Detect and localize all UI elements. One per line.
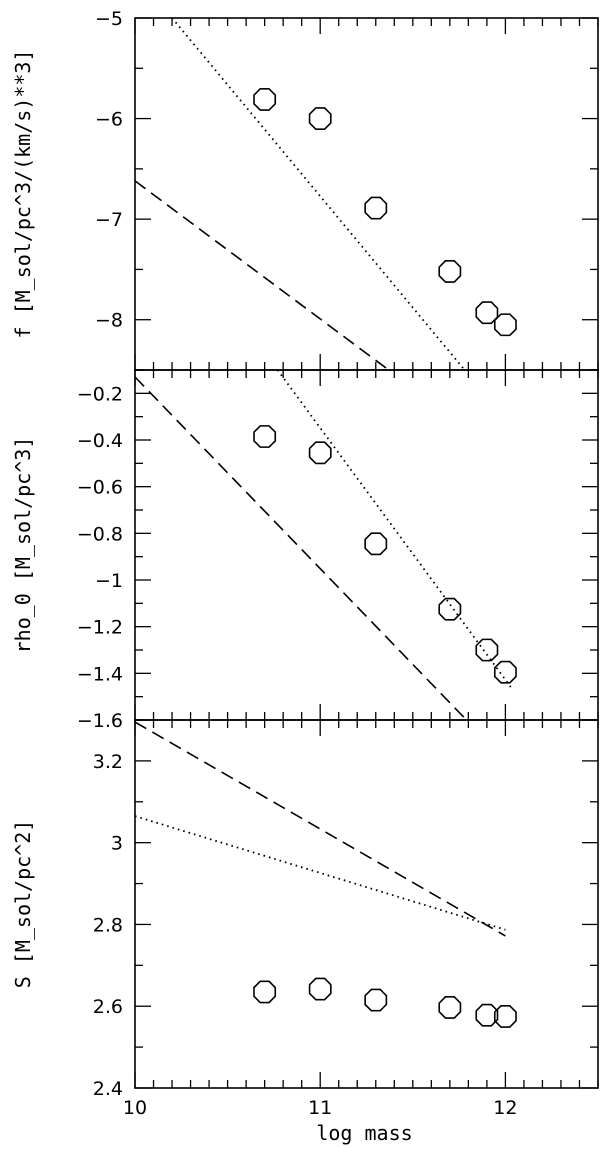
data-point bbox=[438, 260, 462, 283]
panel-1: −5 −6 −7 −8 f [M_sol/pc^3/(km/s)**3] bbox=[11, 8, 599, 371]
y-tick-label: −0.6 bbox=[77, 477, 123, 499]
data-point bbox=[475, 1003, 499, 1027]
dotted-line bbox=[135, 815, 506, 931]
panel-frame bbox=[134, 17, 599, 371]
data-point bbox=[493, 313, 517, 337]
panel-frame bbox=[134, 719, 599, 1089]
y-tick-label: −6 bbox=[95, 109, 123, 131]
x-tick-label: 11 bbox=[308, 1097, 332, 1119]
dotted-line bbox=[276, 370, 512, 688]
data-point bbox=[364, 532, 388, 556]
data-point bbox=[308, 977, 332, 1001]
data-point bbox=[308, 441, 332, 465]
data-point bbox=[364, 196, 388, 220]
y-axis-label: f [M_sol/pc^3/(km/s)**3] bbox=[11, 50, 35, 339]
y-axis-label: rho_0 [M_sol/pc^3] bbox=[11, 437, 35, 654]
panel-frame bbox=[134, 369, 599, 721]
dashed-line bbox=[135, 376, 468, 720]
panel-3: 2.4 2.6 2.8 3 3.2 10 11 12 S [M_sol/pc^2]log mas… bbox=[11, 719, 599, 1145]
y-tick-label: 3.2 bbox=[93, 751, 123, 773]
y-tick-label: −0.8 bbox=[77, 523, 123, 545]
y-tick-label: −1.2 bbox=[77, 617, 123, 639]
data-point bbox=[438, 597, 462, 621]
data-point bbox=[493, 1005, 517, 1028]
y-tick-label: 2.6 bbox=[93, 996, 123, 1018]
dashed-line bbox=[135, 180, 390, 370]
x-tick-label: 10 bbox=[123, 1097, 147, 1119]
data-point bbox=[253, 425, 277, 448]
y-tick-label: −1 bbox=[95, 570, 123, 592]
y-tick-label: −1.6 bbox=[77, 710, 123, 732]
dashed-line bbox=[135, 721, 506, 937]
y-tick-label: −5 bbox=[95, 8, 123, 30]
data-point bbox=[438, 996, 462, 1019]
x-tick-label: 12 bbox=[493, 1097, 517, 1119]
data-point bbox=[253, 88, 277, 111]
data-point bbox=[364, 988, 388, 1012]
x-axis-label: log mass bbox=[316, 1121, 412, 1145]
data-point bbox=[308, 107, 332, 130]
y-axis-label: S [M_sol/pc^2] bbox=[11, 820, 35, 989]
y-tick-label: 3 bbox=[111, 833, 123, 855]
y-tick-label: −7 bbox=[95, 209, 123, 231]
dotted-line bbox=[171, 18, 466, 370]
fit-lines bbox=[135, 721, 506, 937]
y-tick-label: −8 bbox=[95, 310, 123, 332]
y-tick-label: −0.4 bbox=[77, 430, 123, 452]
data-point bbox=[475, 301, 499, 325]
y-tick-label: 2.4 bbox=[93, 1078, 123, 1100]
y-tick-label: −0.2 bbox=[77, 383, 123, 405]
fit-lines bbox=[135, 370, 512, 720]
panel-2: −0.2 −0.4 −0.6 −0.8 −1 −1.2 −1.4 −1.6 rho_0 [M_s… bbox=[11, 369, 599, 732]
y-tick-label: 2.8 bbox=[93, 914, 123, 936]
data-point bbox=[493, 660, 517, 684]
data-point bbox=[253, 980, 277, 1004]
y-tick-label: −1.4 bbox=[77, 663, 123, 685]
fit-lines bbox=[135, 18, 466, 370]
data-point bbox=[475, 638, 499, 662]
